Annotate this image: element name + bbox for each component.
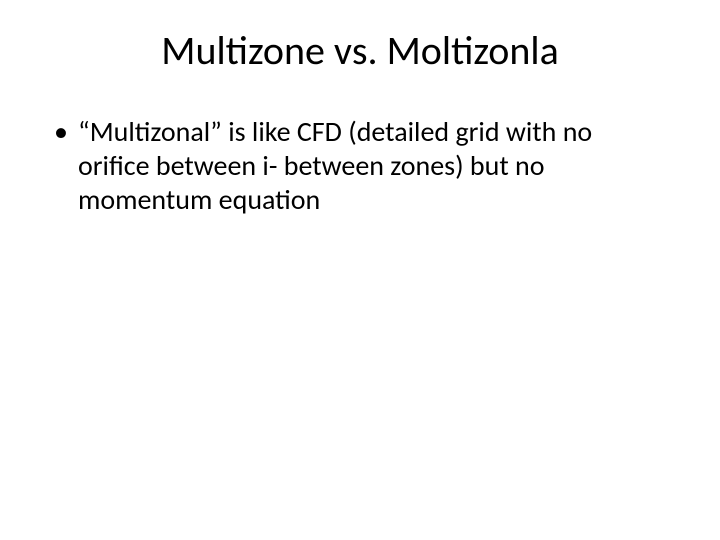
slide-title: Multizone vs. Moltizonla (50, 26, 670, 75)
slide-container: Multizone vs. Moltizonla “Multizonal” is… (0, 0, 720, 540)
bullet-item: “Multizonal” is like CFD (detailed grid … (50, 115, 670, 217)
bullet-list: “Multizonal” is like CFD (detailed grid … (50, 115, 670, 217)
